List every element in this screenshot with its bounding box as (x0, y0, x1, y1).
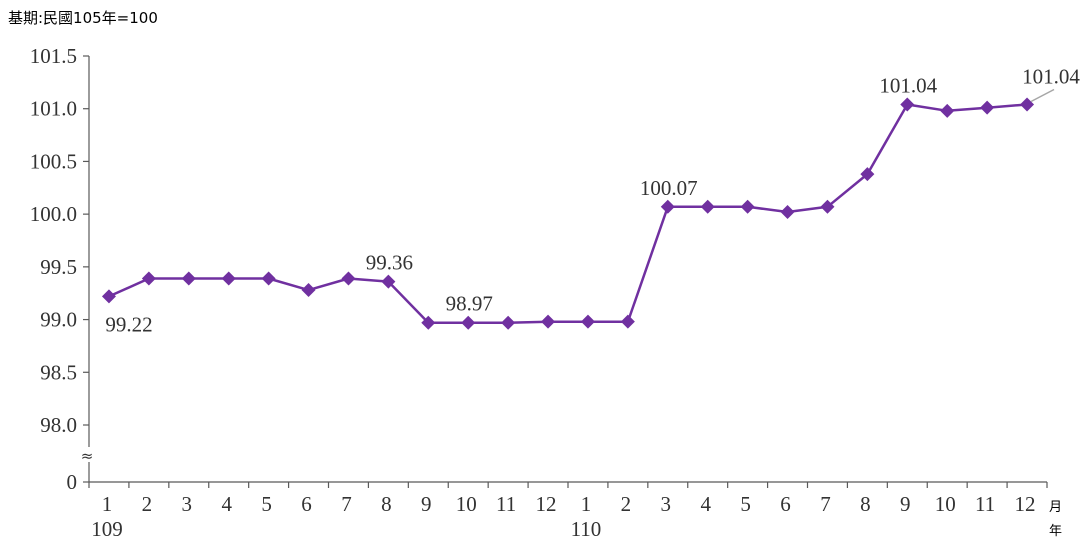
data-point-marker (740, 199, 755, 214)
x-tick-label: 11 (975, 492, 995, 516)
data-point-marker (940, 103, 955, 118)
x-tick-label: 12 (1015, 492, 1036, 516)
x-tick-label: 7 (820, 492, 831, 516)
data-point-marker (820, 199, 835, 214)
data-point-marker (421, 315, 436, 330)
x-tick-label: 5 (740, 492, 751, 516)
data-point-marker (660, 199, 675, 214)
x-tick-label: 8 (381, 492, 392, 516)
base-period-note: 基期:民國105年=100 (8, 9, 158, 27)
data-point-marker (620, 314, 635, 329)
x-tick-label: 2 (621, 492, 632, 516)
x-tick-label: 4 (221, 492, 232, 516)
y-tick-label: 101.5 (30, 44, 77, 68)
x-tick-label: 3 (661, 492, 672, 516)
data-point-marker (261, 271, 276, 286)
x-tick-label: 9 (900, 492, 911, 516)
data-label: 101.04 (879, 73, 937, 97)
data-point-marker (1020, 97, 1035, 112)
y-tick-label: 98.5 (40, 360, 77, 384)
x-tick-label: 3 (182, 492, 193, 516)
x-tick-label: 6 (780, 492, 791, 516)
data-label: 99.36 (366, 251, 413, 275)
axis-break-symbol: ≈ (81, 447, 94, 465)
data-point-marker (101, 289, 116, 304)
data-point-marker (141, 271, 156, 286)
x-tick-label: 5 (261, 492, 272, 516)
data-point-marker (580, 314, 595, 329)
x-unit-month: 月 (1049, 500, 1062, 515)
y-tick-label: 0 (67, 470, 78, 494)
data-point-marker (700, 199, 715, 214)
series (101, 97, 1035, 330)
x-tick-label: 6 (301, 492, 312, 516)
data-point-marker (780, 205, 795, 220)
data-label: 98.97 (446, 292, 493, 316)
x-tick-label: 9 (421, 492, 432, 516)
x-year-label: 109 (91, 517, 123, 541)
data-point-marker (341, 271, 356, 286)
y-tick-label: 100.0 (30, 202, 77, 226)
y-tick-label: 99.0 (40, 308, 77, 332)
y-tick-label: 100.5 (30, 149, 77, 173)
data-point-marker (501, 315, 516, 330)
x-tick-label: 1 (581, 492, 592, 516)
data-point-marker (541, 314, 556, 329)
y-tick-label: 98.0 (40, 413, 77, 437)
data-label-leader (1030, 88, 1055, 103)
data-point-marker (381, 274, 396, 289)
x-tick-label: 7 (341, 492, 352, 516)
x-tick-label: 8 (860, 492, 871, 516)
data-point-marker (860, 167, 875, 182)
x-tick-label: 2 (142, 492, 153, 516)
data-point-marker (181, 271, 196, 286)
x-tick-label: 10 (456, 492, 477, 516)
x-tick-label: 4 (700, 492, 711, 516)
data-point-marker (980, 100, 995, 115)
data-point-marker (221, 271, 236, 286)
x-tick-label: 10 (935, 492, 956, 516)
x-year-label: 110 (571, 517, 602, 541)
data-label: 100.07 (640, 176, 698, 200)
y-tick-label: 101.0 (30, 97, 77, 121)
x-tick-label: 12 (536, 492, 557, 516)
x-tick-label: 1 (102, 492, 113, 516)
series-line (108, 103, 1028, 324)
data-labels: 99.22 99.36 98.97 100.07 101.04 101.04 (105, 64, 1080, 336)
data-point-marker (900, 97, 915, 112)
data-point-marker (301, 283, 316, 298)
data-label: 101.04 (1022, 64, 1080, 88)
x-tick-label: 11 (496, 492, 516, 516)
x-unit-year: 年 (1049, 524, 1062, 539)
y-tick-label: 99.5 (40, 255, 77, 279)
data-label: 99.22 (105, 312, 152, 336)
data-point-marker (461, 315, 476, 330)
